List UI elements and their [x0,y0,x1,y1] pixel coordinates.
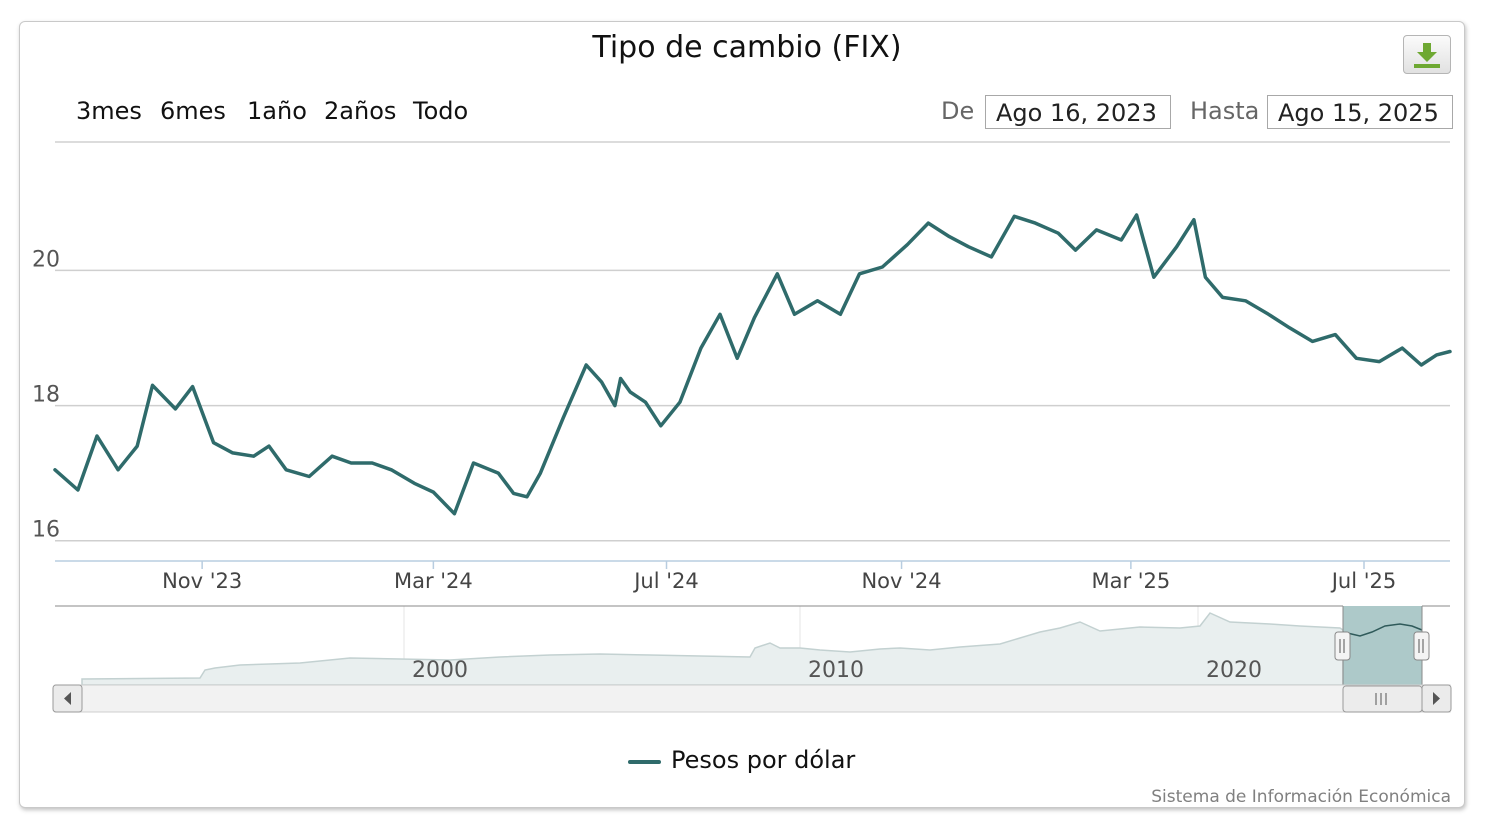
navigator-label: 2020 [1206,658,1262,683]
navigator-handle-right[interactable] [1413,631,1430,661]
legend-label: Pesos por dólar [671,746,856,774]
download-icon [1414,43,1440,68]
range-button-2anos[interactable]: 2años [324,97,397,125]
range-button-6mes[interactable]: 6mes [160,97,226,125]
scroll-right-button[interactable] [1421,684,1452,713]
from-date-input[interactable]: Ago 16, 2023 [985,95,1171,129]
arrow-right-icon [1433,692,1440,705]
to-date-input[interactable]: Ago 15, 2025 [1267,95,1453,129]
scroll-left-button[interactable] [52,684,83,713]
scrollbar-track[interactable] [54,684,1451,713]
navigator-label: 2000 [412,658,468,683]
scrollbar-thumb[interactable] [1342,685,1423,713]
credits-text: Sistema de Información Económica [1151,787,1451,807]
scrollbar[interactable] [52,684,1452,713]
navigator-label: 2010 [808,658,864,683]
range-button-3mes[interactable]: 3mes [76,97,142,125]
to-date-label: Hasta [1190,97,1260,125]
navigator-series-area [81,612,1344,686]
range-button-1ano[interactable]: 1año [247,97,307,125]
range-button-todo[interactable]: Todo [413,97,469,125]
navigator-selected-range[interactable] [1343,606,1422,685]
from-date-label: De [941,97,975,125]
chart-title: Tipo de cambio (FIX) [592,30,902,65]
legend-line-symbol [628,760,661,764]
navigator-handle-left[interactable] [1334,631,1351,661]
navigator-selected-series [1342,623,1423,637]
navigator[interactable]: 2000 2010 2020 [55,605,1450,686]
export-button[interactable] [1403,35,1451,74]
arrow-left-icon [64,692,71,705]
